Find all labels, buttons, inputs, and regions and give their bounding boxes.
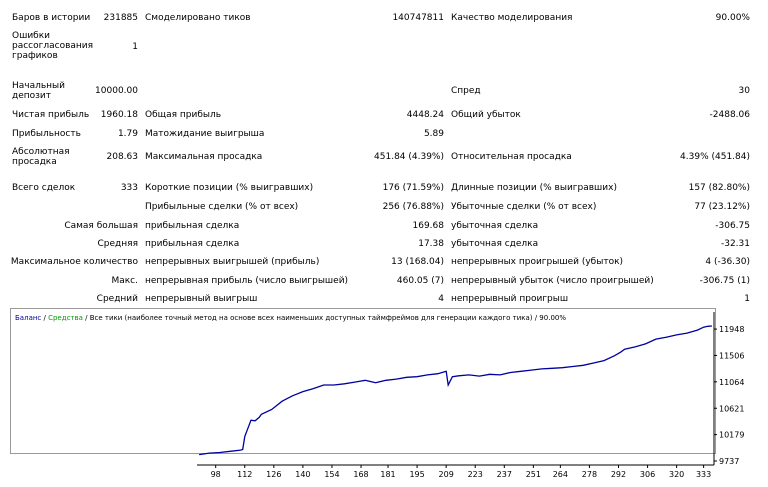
legend-model: Все тики (наиболее точный метод на основ… bbox=[90, 314, 533, 322]
profit-factor-value: 1.79 bbox=[117, 129, 138, 139]
x-tick-label: 278 bbox=[582, 470, 597, 479]
average-profit-value: 17.38 bbox=[418, 239, 444, 249]
x-tick-label: 209 bbox=[439, 470, 454, 479]
x-tick-label: 306 bbox=[640, 470, 655, 479]
x-tick-label: 333 bbox=[696, 470, 711, 479]
max-cons-loss-label: непрерывный убыток (число проигрышей) bbox=[451, 276, 654, 286]
loss-trades-value: 77 (23.12%) bbox=[694, 202, 750, 212]
gross-profit-label: Общая прибыль bbox=[145, 110, 222, 120]
ticks-value: 140747811 bbox=[392, 13, 444, 23]
avg-cons-wins-label: непрерывный выигрыш bbox=[145, 294, 258, 304]
x-tick-label: 98 bbox=[211, 470, 221, 479]
total-trades-value: 333 bbox=[120, 183, 138, 193]
spread-value: 30 bbox=[738, 86, 750, 96]
average-loss-label: убыточная сделка bbox=[451, 239, 539, 249]
max-dd-value: 451.84 (4.39%) bbox=[374, 152, 444, 162]
x-tick-label: 181 bbox=[380, 470, 395, 479]
rel-dd-value: 4.39% (451.84) bbox=[680, 152, 750, 162]
quality-label: Качество моделирования bbox=[451, 13, 573, 23]
max-cons-losses-value: 4 (-36.30) bbox=[705, 257, 750, 267]
y-tick-label: 9737 bbox=[719, 457, 739, 466]
x-tick-label: 292 bbox=[611, 470, 626, 479]
largest-label: Самая большая bbox=[64, 221, 138, 231]
deposit-value: 10000.00 bbox=[95, 86, 138, 96]
max-dd-label: Максимальная просадка bbox=[145, 152, 263, 162]
avg-cons-wins-value: 4 bbox=[438, 294, 444, 304]
net-profit-value: 1960.18 bbox=[100, 110, 138, 120]
profit-trades-value: 256 (76.88%) bbox=[382, 202, 444, 212]
max-cons-loss-value: -306.75 (1) bbox=[699, 276, 750, 286]
y-tick-label: 11948 bbox=[719, 325, 744, 334]
x-axis: 98 112 126 140 154 168 181 195 209 223 237 251 264 27… bbox=[197, 464, 714, 479]
long-label: Длинные позиции (% выигравших) bbox=[451, 183, 617, 193]
profit-factor-label: Прибыльность bbox=[12, 129, 81, 139]
loss-trades-label: Убыточные сделки (% от всех) bbox=[451, 202, 597, 212]
x-tick-label: 251 bbox=[526, 470, 541, 479]
short-label: Короткие позиции (% выигравших) bbox=[145, 183, 314, 193]
plot-lines bbox=[199, 325, 712, 456]
x-tick-label: 195 bbox=[409, 470, 424, 479]
ticks-label: Смоделировано тиков bbox=[145, 13, 251, 23]
max-cons-losses-label: непрерывных проигрышей (убыток) bbox=[451, 257, 624, 267]
average-label: Средняя bbox=[97, 239, 138, 249]
long-value: 157 (82.80%) bbox=[688, 183, 750, 193]
x-tick-label: 154 bbox=[324, 470, 339, 479]
max-cons-profit-label: непрерывная прибыль (число выигрышей) bbox=[145, 276, 349, 286]
bars-label: Баров в истории bbox=[12, 13, 91, 23]
spread-label: Спред bbox=[451, 86, 481, 96]
y-tick-label: 10179 bbox=[719, 431, 744, 440]
errors-value: 1 bbox=[132, 42, 138, 52]
largest-loss-value: -306.75 bbox=[715, 221, 750, 231]
gross-loss-value: -2488.06 bbox=[709, 110, 750, 120]
legend-balance: Баланс bbox=[15, 314, 41, 322]
profit-trades-label: Прибыльные сделки (% от всех) bbox=[145, 202, 299, 212]
largest-profit-label: прибыльная сделка bbox=[145, 221, 240, 231]
expected-payoff-label: Матожидание выигрыша bbox=[145, 129, 265, 139]
average-loss-value: -32.31 bbox=[720, 239, 750, 249]
x-tick-label: 168 bbox=[353, 470, 368, 479]
x-tick-label: 223 bbox=[468, 470, 483, 479]
x-tick-label: 126 bbox=[266, 470, 281, 479]
bars-value: 231885 bbox=[103, 13, 138, 23]
largest-profit-value: 169.68 bbox=[412, 221, 445, 231]
avg-label: Средний bbox=[96, 294, 138, 304]
errors-label: Ошибки рассогласования графиков bbox=[12, 31, 94, 61]
quality-value: 90.00% bbox=[715, 13, 750, 23]
legend-quality: / 90.00% bbox=[533, 314, 567, 322]
gross-loss-label: Общий убыток bbox=[451, 110, 521, 120]
max-cons-wins-value: 13 (168.04) bbox=[391, 257, 444, 267]
largest-loss-label: убыточная сделка bbox=[451, 221, 539, 231]
max-label: Макс. bbox=[111, 276, 138, 286]
y-tick-label: 11064 bbox=[719, 378, 744, 387]
balance-series-line bbox=[199, 325, 712, 456]
total-trades-label: Всего сделок bbox=[12, 183, 76, 193]
legend-sep-2: / bbox=[83, 314, 90, 322]
rel-dd-label: Относительная просадка bbox=[451, 152, 572, 162]
short-value: 176 (71.59%) bbox=[382, 183, 444, 193]
x-tick-label: 237 bbox=[497, 470, 512, 479]
x-tick-label: 140 bbox=[295, 470, 310, 479]
legend-sep-1: / bbox=[41, 314, 48, 322]
max-count-label: Максимальное количество bbox=[10, 257, 138, 267]
expected-payoff-value: 5.89 bbox=[423, 129, 444, 139]
avg-cons-losses-value: 1 bbox=[744, 294, 750, 304]
avg-cons-losses-label: непрерывный проигрыш bbox=[451, 294, 569, 304]
max-cons-wins-label: непрерывных выигрышей (прибыль) bbox=[145, 257, 320, 267]
y-tick-label: 10621 bbox=[719, 404, 744, 413]
net-profit-label: Чистая прибыль bbox=[12, 110, 90, 120]
y-axis: 11948 11506 11064 10621 10179 9737 bbox=[713, 312, 744, 466]
gross-profit-value: 4448.24 bbox=[406, 110, 444, 120]
max-cons-profit-value: 460.05 (7) bbox=[396, 276, 444, 286]
abs-dd-label: Абсолютная просадка bbox=[12, 147, 70, 167]
x-tick-label: 112 bbox=[237, 470, 252, 479]
legend-equity: Средства bbox=[48, 314, 83, 322]
average-profit-label: прибыльная сделка bbox=[145, 239, 240, 249]
chart-legend: Баланс / Средства / Все тики (наиболее т… bbox=[15, 314, 566, 322]
x-tick-label: 264 bbox=[553, 470, 568, 479]
x-tick-label: 320 bbox=[669, 470, 684, 479]
deposit-label: Начальный депозит bbox=[12, 81, 66, 101]
abs-dd-value: 208.63 bbox=[106, 152, 139, 162]
y-tick-label: 11506 bbox=[719, 351, 744, 360]
